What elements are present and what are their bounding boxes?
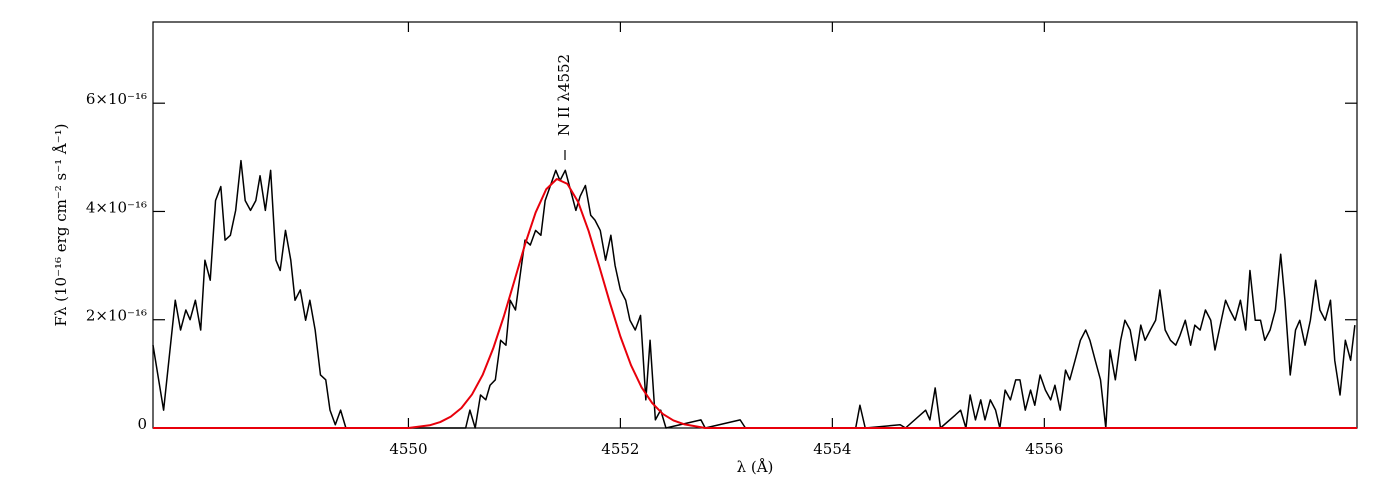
plot-frame [152,21,1358,429]
x-axis-label: λ (Å) [737,458,774,476]
spectrum-line [153,177,1357,429]
y-axis-label: Fλ (10⁻¹⁶ erg cm⁻² s⁻¹ Å⁻¹) [52,123,70,326]
x-tick-label: 4556 [1025,440,1063,458]
y-tick-label: 6×10⁻¹⁶ [86,90,147,108]
x-tick-label: 4552 [601,440,639,458]
spectrum-line [152,159,1356,429]
x-tick-label: 4550 [389,440,427,458]
y-tick-label: 4×10⁻¹⁶ [86,198,147,216]
y-tick-label: 0 [137,415,147,433]
y-tick-label: 2×10⁻¹⁶ [86,307,147,325]
annotation: N II λ4552 [555,54,573,136]
x-tick-label: 4554 [813,440,851,458]
